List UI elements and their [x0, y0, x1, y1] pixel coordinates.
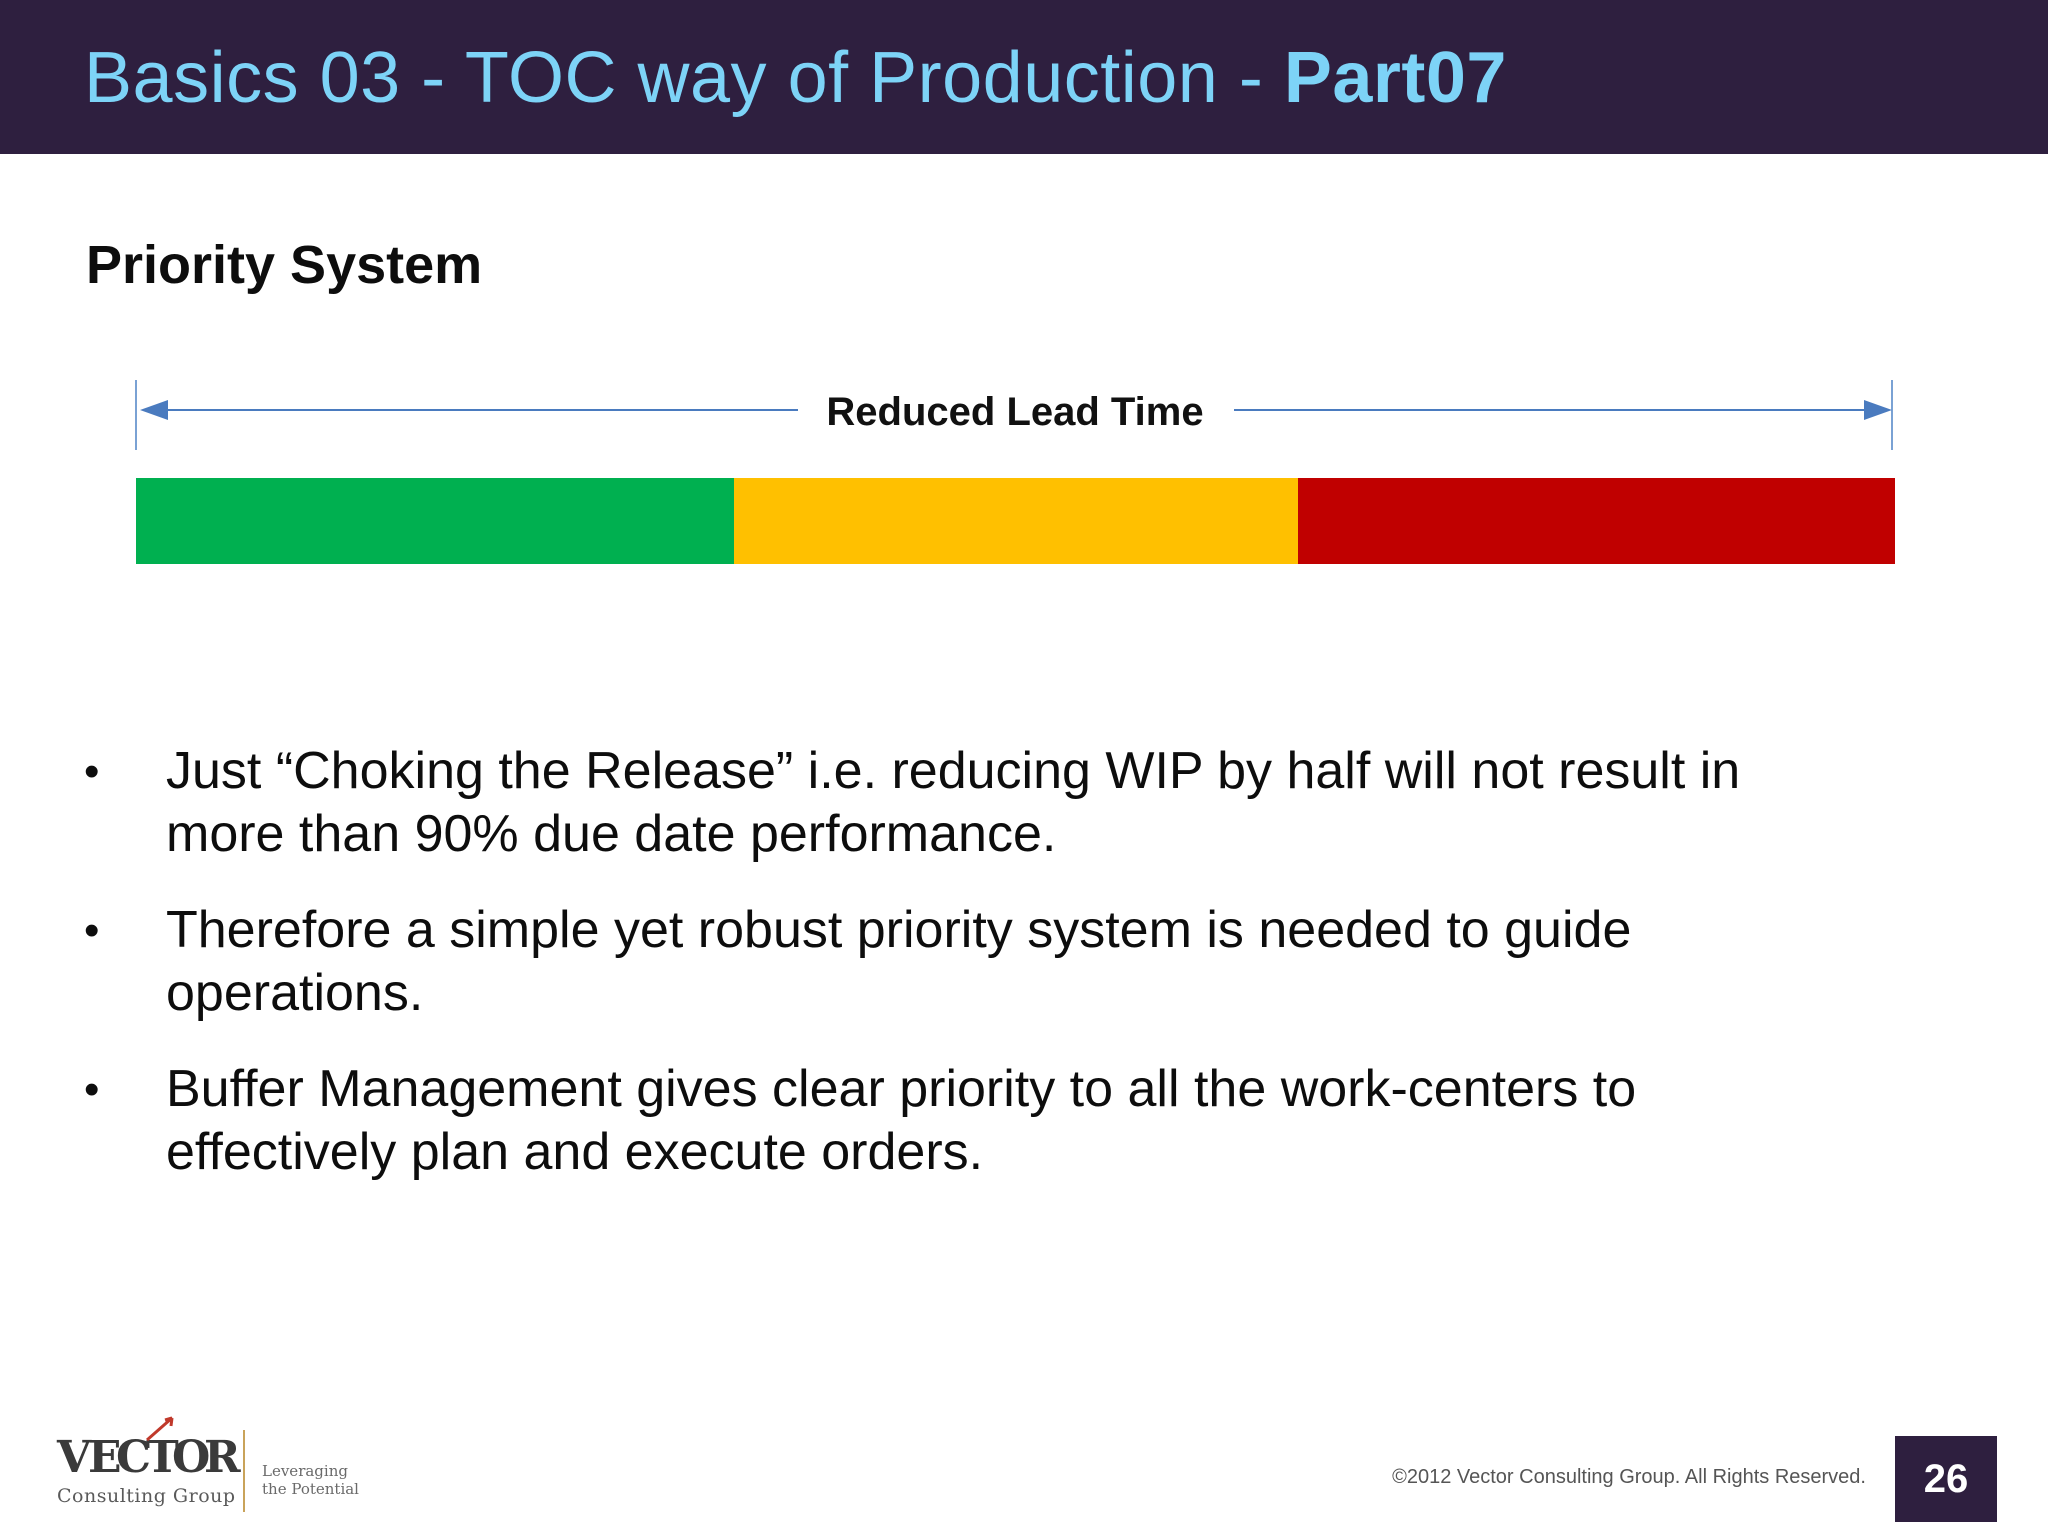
svg-text:R: R: [204, 1432, 241, 1483]
buffer-bar: [136, 478, 1895, 564]
copyright-text: ©2012 Vector Consulting Group. All Right…: [1392, 1466, 1866, 1488]
slide-title-part: Part07: [1283, 38, 1507, 118]
right-tick: [1891, 380, 1893, 450]
vector-logo: V E C T O R Consulting Group Leveraging …: [56, 1416, 359, 1512]
bullet-item: • Therefore a simple yet robust priority…: [84, 899, 1784, 1025]
slide-title-prefix: Basics 03 - TOC way of Production -: [84, 38, 1284, 118]
svg-text:Leveraging: Leveraging: [262, 1462, 348, 1480]
bullet-item: • Buffer Management gives clear priority…: [84, 1058, 1784, 1184]
bullet-text: Just “Choking the Release” i.e. reducing…: [166, 742, 1741, 863]
svg-text:T: T: [146, 1432, 179, 1483]
page-number: 26: [1895, 1436, 1997, 1522]
right-arrow-line: [1234, 409, 1868, 411]
left-arrowhead-icon: [140, 400, 168, 420]
slide-title: Basics 03 - TOC way of Production - Part…: [84, 36, 1507, 120]
svg-text:O: O: [172, 1432, 209, 1483]
bullet-text: Therefore a simple yet robust priority s…: [166, 901, 1632, 1022]
title-bar: Basics 03 - TOC way of Production - Part…: [0, 0, 2048, 154]
svg-text:C: C: [116, 1432, 150, 1483]
svg-text:E: E: [88, 1432, 121, 1483]
right-arrowhead-icon: [1864, 400, 1892, 420]
buffer-zone-green: [136, 478, 734, 564]
left-arrow-line: [160, 409, 798, 411]
bullet-dot-icon: •: [84, 906, 100, 955]
svg-text:the Potential: the Potential: [262, 1480, 359, 1498]
bullet-item: • Just “Choking the Release” i.e. reduci…: [84, 740, 1784, 866]
svg-text:Consulting Group: Consulting Group: [57, 1485, 236, 1507]
lead-time-label: Reduced Lead Time: [826, 390, 1204, 434]
buffer-zone-red: [1298, 478, 1895, 564]
section-title: Priority System: [86, 235, 483, 295]
bullet-list: • Just “Choking the Release” i.e. reduci…: [84, 740, 1784, 1217]
bullet-text: Buffer Management gives clear priority t…: [166, 1060, 1637, 1181]
left-tick: [135, 380, 137, 450]
buffer-zone-yellow: [734, 478, 1298, 564]
bullet-dot-icon: •: [84, 747, 100, 796]
bullet-dot-icon: •: [84, 1065, 100, 1114]
svg-text:V: V: [56, 1432, 92, 1483]
